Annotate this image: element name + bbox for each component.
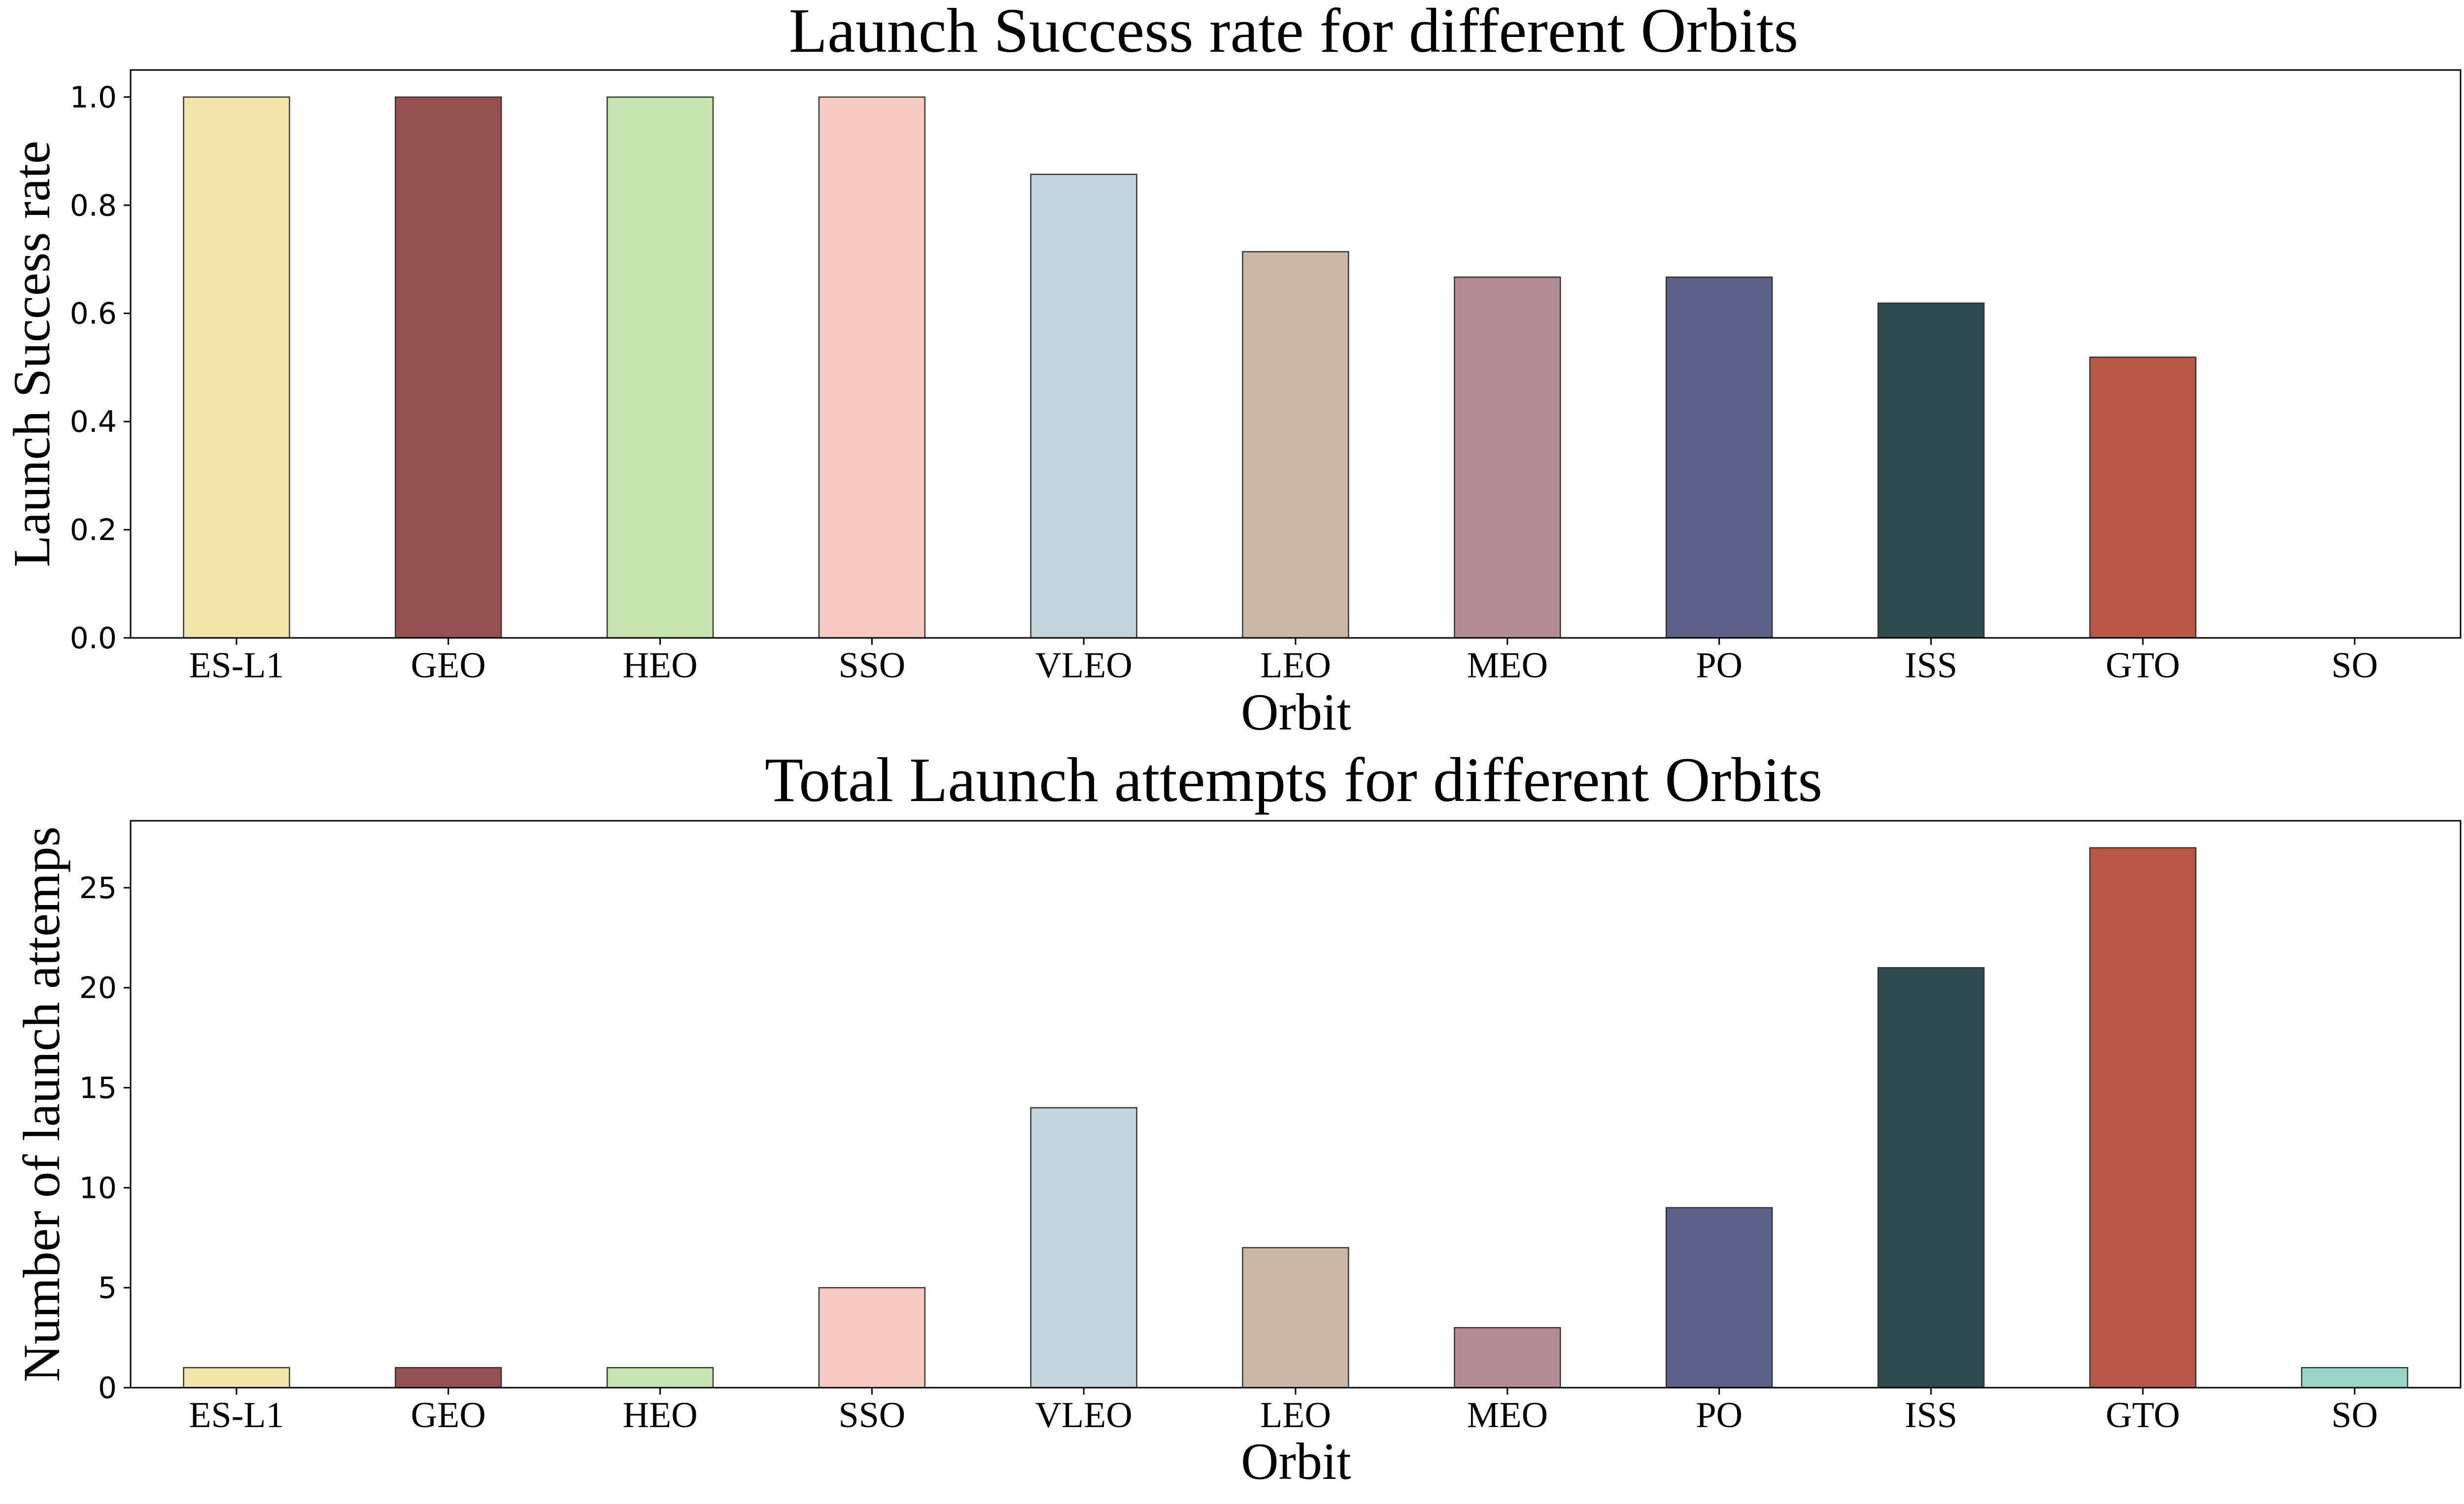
bar-heo (606, 96, 714, 639)
y-axis-label: Launch Success rate (3, 140, 61, 567)
bar-geo (395, 96, 502, 639)
bar-po (1665, 1207, 1773, 1389)
x-tick-label: SSO (838, 645, 905, 686)
x-tick-label: VLEO (1035, 645, 1132, 686)
y-ticks: 0.0 0.2 0.4 0.6 0.8 1.0 (70, 80, 131, 656)
x-tick-label: SO (2331, 1395, 2378, 1435)
x-tick-label: ISS (1905, 1395, 1957, 1435)
bar-sso (818, 96, 926, 639)
bar-heo (606, 1367, 714, 1389)
bar-geo (395, 1367, 502, 1389)
y-tick-label: 1.0 (70, 80, 117, 115)
bar-vleo (1030, 174, 1137, 639)
bar-vleo (1030, 1107, 1137, 1389)
bar-es-l1 (183, 1367, 290, 1389)
x-tick-label: MEO (1467, 1395, 1548, 1435)
x-tick-label: ES-L1 (189, 645, 284, 686)
x-ticks: ES-L1 GEO HEO SSO VLEO LEO MEO PO ISS GTO SO (189, 638, 2378, 686)
bar-sso (818, 1287, 926, 1389)
bars (183, 96, 2196, 639)
y-tick-label: 25 (79, 871, 117, 906)
x-tick-label: PO (1696, 1395, 1743, 1435)
x-tick-label: ISS (1905, 645, 1957, 686)
x-tick-label: HEO (622, 645, 697, 686)
y-tick-label: 5 (98, 1271, 117, 1305)
x-axis-label: Orbit (1241, 683, 1351, 741)
x-tick-label: VLEO (1035, 1395, 1132, 1435)
x-tick-label: HEO (622, 1395, 697, 1435)
y-tick-label: 0.2 (70, 513, 117, 548)
x-ticks: ES-L1 GEO HEO SSO VLEO LEO MEO PO ISS GTO SO (189, 1388, 2378, 1435)
bar-meo (1454, 1327, 1561, 1389)
y-ticks: 0 5 10 15 20 25 (79, 871, 131, 1405)
bar-es-l1 (183, 96, 290, 639)
y-tick-label: 15 (79, 1071, 117, 1106)
bars (183, 847, 2408, 1389)
chart-title: Total Launch attempts for different Orbi… (765, 745, 1822, 815)
x-tick-label: ES-L1 (189, 1395, 284, 1435)
y-axis-label: Number of launch attemps (13, 826, 70, 1382)
x-tick-label: SO (2331, 645, 2378, 686)
y-tick-label: 0 (98, 1371, 117, 1405)
x-tick-label: GEO (411, 1395, 486, 1435)
plot-frame (130, 820, 2462, 1389)
x-tick-label: GTO (2106, 645, 2180, 686)
x-tick-label: LEO (1260, 645, 1331, 686)
x-tick-label: GTO (2106, 1395, 2180, 1435)
x-tick-label: GEO (411, 645, 486, 686)
bar-meo (1454, 276, 1561, 639)
bar-so (2301, 1367, 2408, 1389)
y-tick-label: 10 (79, 1171, 117, 1205)
bar-gto (2089, 356, 2196, 639)
bar-po (1665, 276, 1773, 639)
x-tick-label: SSO (838, 1395, 905, 1435)
success-rate-chart: Launch Success rate for different Orbits… (3, 0, 2462, 741)
y-tick-label: 0.8 (70, 188, 117, 223)
bar-gto (2089, 847, 2196, 1389)
bar-leo (1242, 1247, 1349, 1389)
y-tick-label: 20 (79, 971, 117, 1006)
x-tick-label: PO (1696, 645, 1743, 686)
y-tick-label: 0.0 (70, 621, 117, 656)
plot-frame (130, 69, 2462, 639)
bar-leo (1242, 251, 1349, 639)
x-tick-label: LEO (1260, 1395, 1331, 1435)
x-axis-label: Orbit (1241, 1433, 1351, 1490)
bar-iss (1877, 302, 1985, 639)
x-tick-label: MEO (1467, 645, 1548, 686)
y-tick-label: 0.4 (70, 405, 117, 439)
y-tick-label: 0.6 (70, 297, 117, 331)
launch-attempts-chart: Total Launch attempts for different Orbi… (13, 745, 2462, 1490)
bar-iss (1877, 967, 1985, 1389)
chart-title: Launch Success rate for different Orbits (789, 0, 1798, 66)
